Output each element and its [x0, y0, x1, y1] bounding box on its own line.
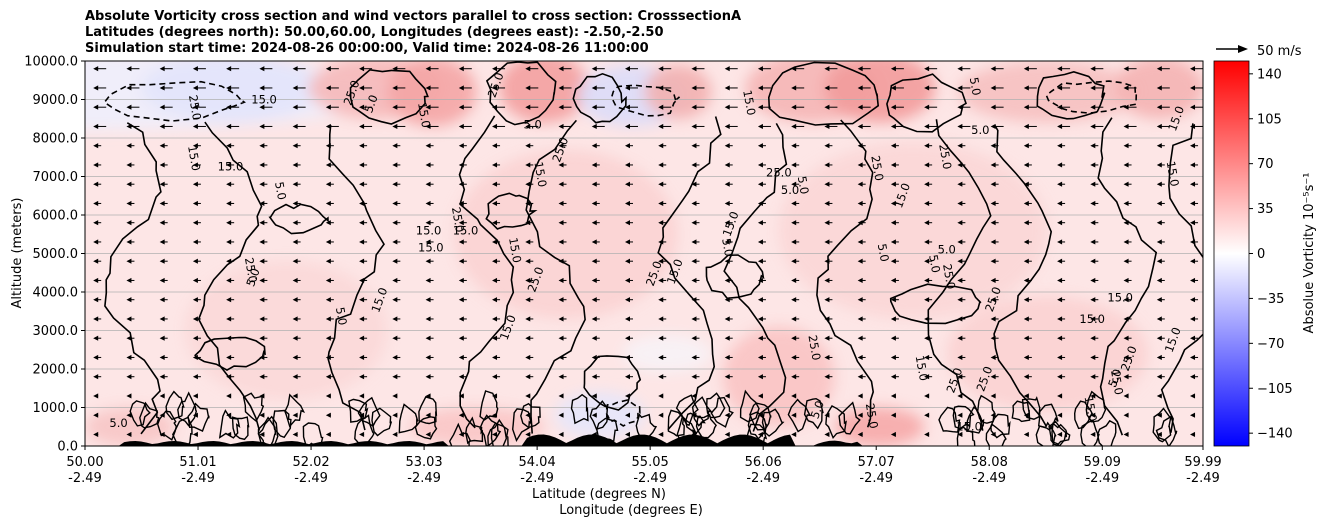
colorbar: 140 105 70 35 0 −35 −70 −105 −140 Absolue Vortic…: [1214, 61, 1317, 446]
colorbar-tick-label: −35: [1257, 292, 1284, 307]
x-tick-label-lat: 58.08: [971, 455, 1008, 470]
x-tick-label-lon: -2.49: [972, 471, 1006, 486]
x-tick-label-lat: 56.06: [745, 455, 782, 470]
x-tick-label-lon: -2.49: [1085, 471, 1119, 486]
y-tick-label: 9000.0: [33, 93, 79, 108]
vorticity-blob: [622, 334, 712, 373]
vorticity-blob: [645, 65, 712, 119]
colorbar-tick-label: 35: [1257, 202, 1274, 217]
y-tick-label: 3000.0: [33, 324, 79, 339]
x-tick-label-lat: 51.01: [179, 455, 216, 470]
y-tick-label: 2000.0: [33, 363, 79, 378]
colorbar-tick-label: 140: [1257, 67, 1282, 82]
x-tick-label-lon: -2.49: [68, 471, 102, 486]
x-tick-label-lon: -2.49: [1186, 471, 1220, 486]
x-tick-label-lon: -2.49: [633, 471, 667, 486]
contour-label: 5.0: [523, 117, 541, 131]
colorbar-tick-label: 70: [1257, 157, 1274, 172]
x-tick-label-lon: -2.49: [746, 471, 780, 486]
x-tick-label-lon: -2.49: [520, 471, 554, 486]
x-tick-label-lat: 52.02: [292, 455, 329, 470]
y-tick-label: 6000.0: [33, 209, 79, 224]
y-tick-label: 7000.0: [33, 170, 79, 185]
x-tick-label-lon: -2.49: [181, 471, 215, 486]
quiver-key-label: 50 m/s: [1257, 44, 1302, 59]
colorbar-tick-label: 0: [1257, 247, 1265, 262]
colorbar-gradient: [1214, 61, 1249, 446]
vorticity-blob: [958, 61, 1137, 123]
x-axis-label-latitude: Latitude (degrees N): [532, 487, 666, 502]
x-tick-label-lat: 59.99: [1184, 455, 1221, 470]
y-axis: 0.0 1000.0 2000.0 3000.0 4000.0 5000.0 6000.0 7…: [24, 55, 85, 455]
colorbar-tick-label: −140: [1257, 427, 1293, 442]
contour-label: 5.0: [109, 416, 127, 430]
vorticity-blob: [454, 150, 678, 319]
colorbar-label: Absolue Vorticity 10⁻⁵s⁻¹: [1302, 173, 1317, 334]
y-tick-label: 1000.0: [33, 401, 79, 416]
contour-label: 15.0: [418, 241, 444, 255]
x-tick-label-lon: -2.49: [407, 471, 441, 486]
y-tick-label: 8000.0: [33, 132, 79, 147]
colorbar-tick-label: 105: [1257, 112, 1282, 127]
y-tick-label: 0.0: [57, 440, 78, 455]
quiver-key-arrowhead: [1238, 45, 1248, 53]
contour-label: 15.0: [956, 420, 982, 434]
contour-label: 25.0: [766, 166, 792, 180]
vorticity-blob: [85, 408, 175, 447]
x-tick-label-lat: 53.03: [405, 455, 442, 470]
colorbar-tick-label: −70: [1257, 337, 1284, 352]
contour-label: 15.0: [251, 92, 277, 106]
x-tick-label-lon: -2.49: [859, 471, 893, 486]
colorbar-ticks: 140 105 70 35 0 −35 −70 −105 −140: [1249, 67, 1293, 441]
colorbar-tick-label: −105: [1257, 382, 1293, 397]
contour-label: 15.0: [416, 223, 442, 237]
vorticity-blob: [555, 392, 645, 438]
contour-label: 15.0: [1107, 291, 1133, 305]
x-axis-label-longitude: Longitude (degrees E): [559, 503, 703, 518]
quiver-key: 50 m/s: [1216, 44, 1302, 59]
x-tick-label-lat: 55.05: [632, 455, 669, 470]
x-tick-label-lat: 59.09: [1084, 455, 1121, 470]
x-axis: 50.00-2.4951.01-2.4952.02-2.4953.03-2.49…: [66, 446, 1221, 486]
x-tick-label-lat: 54.04: [519, 455, 556, 470]
y-tick-label: 4000.0: [33, 286, 79, 301]
x-tick-label-lat: 57.07: [858, 455, 895, 470]
x-tick-label-lat: 50.00: [66, 455, 103, 470]
contour-label: 5.0: [971, 123, 989, 137]
y-tick-label: 5000.0: [33, 247, 79, 262]
y-tick-label: 10000.0: [24, 55, 78, 70]
x-tick-label-lon: -2.49: [294, 471, 328, 486]
y-axis-label: Altitude (meters): [10, 198, 25, 309]
vorticity-blob: [824, 53, 936, 122]
